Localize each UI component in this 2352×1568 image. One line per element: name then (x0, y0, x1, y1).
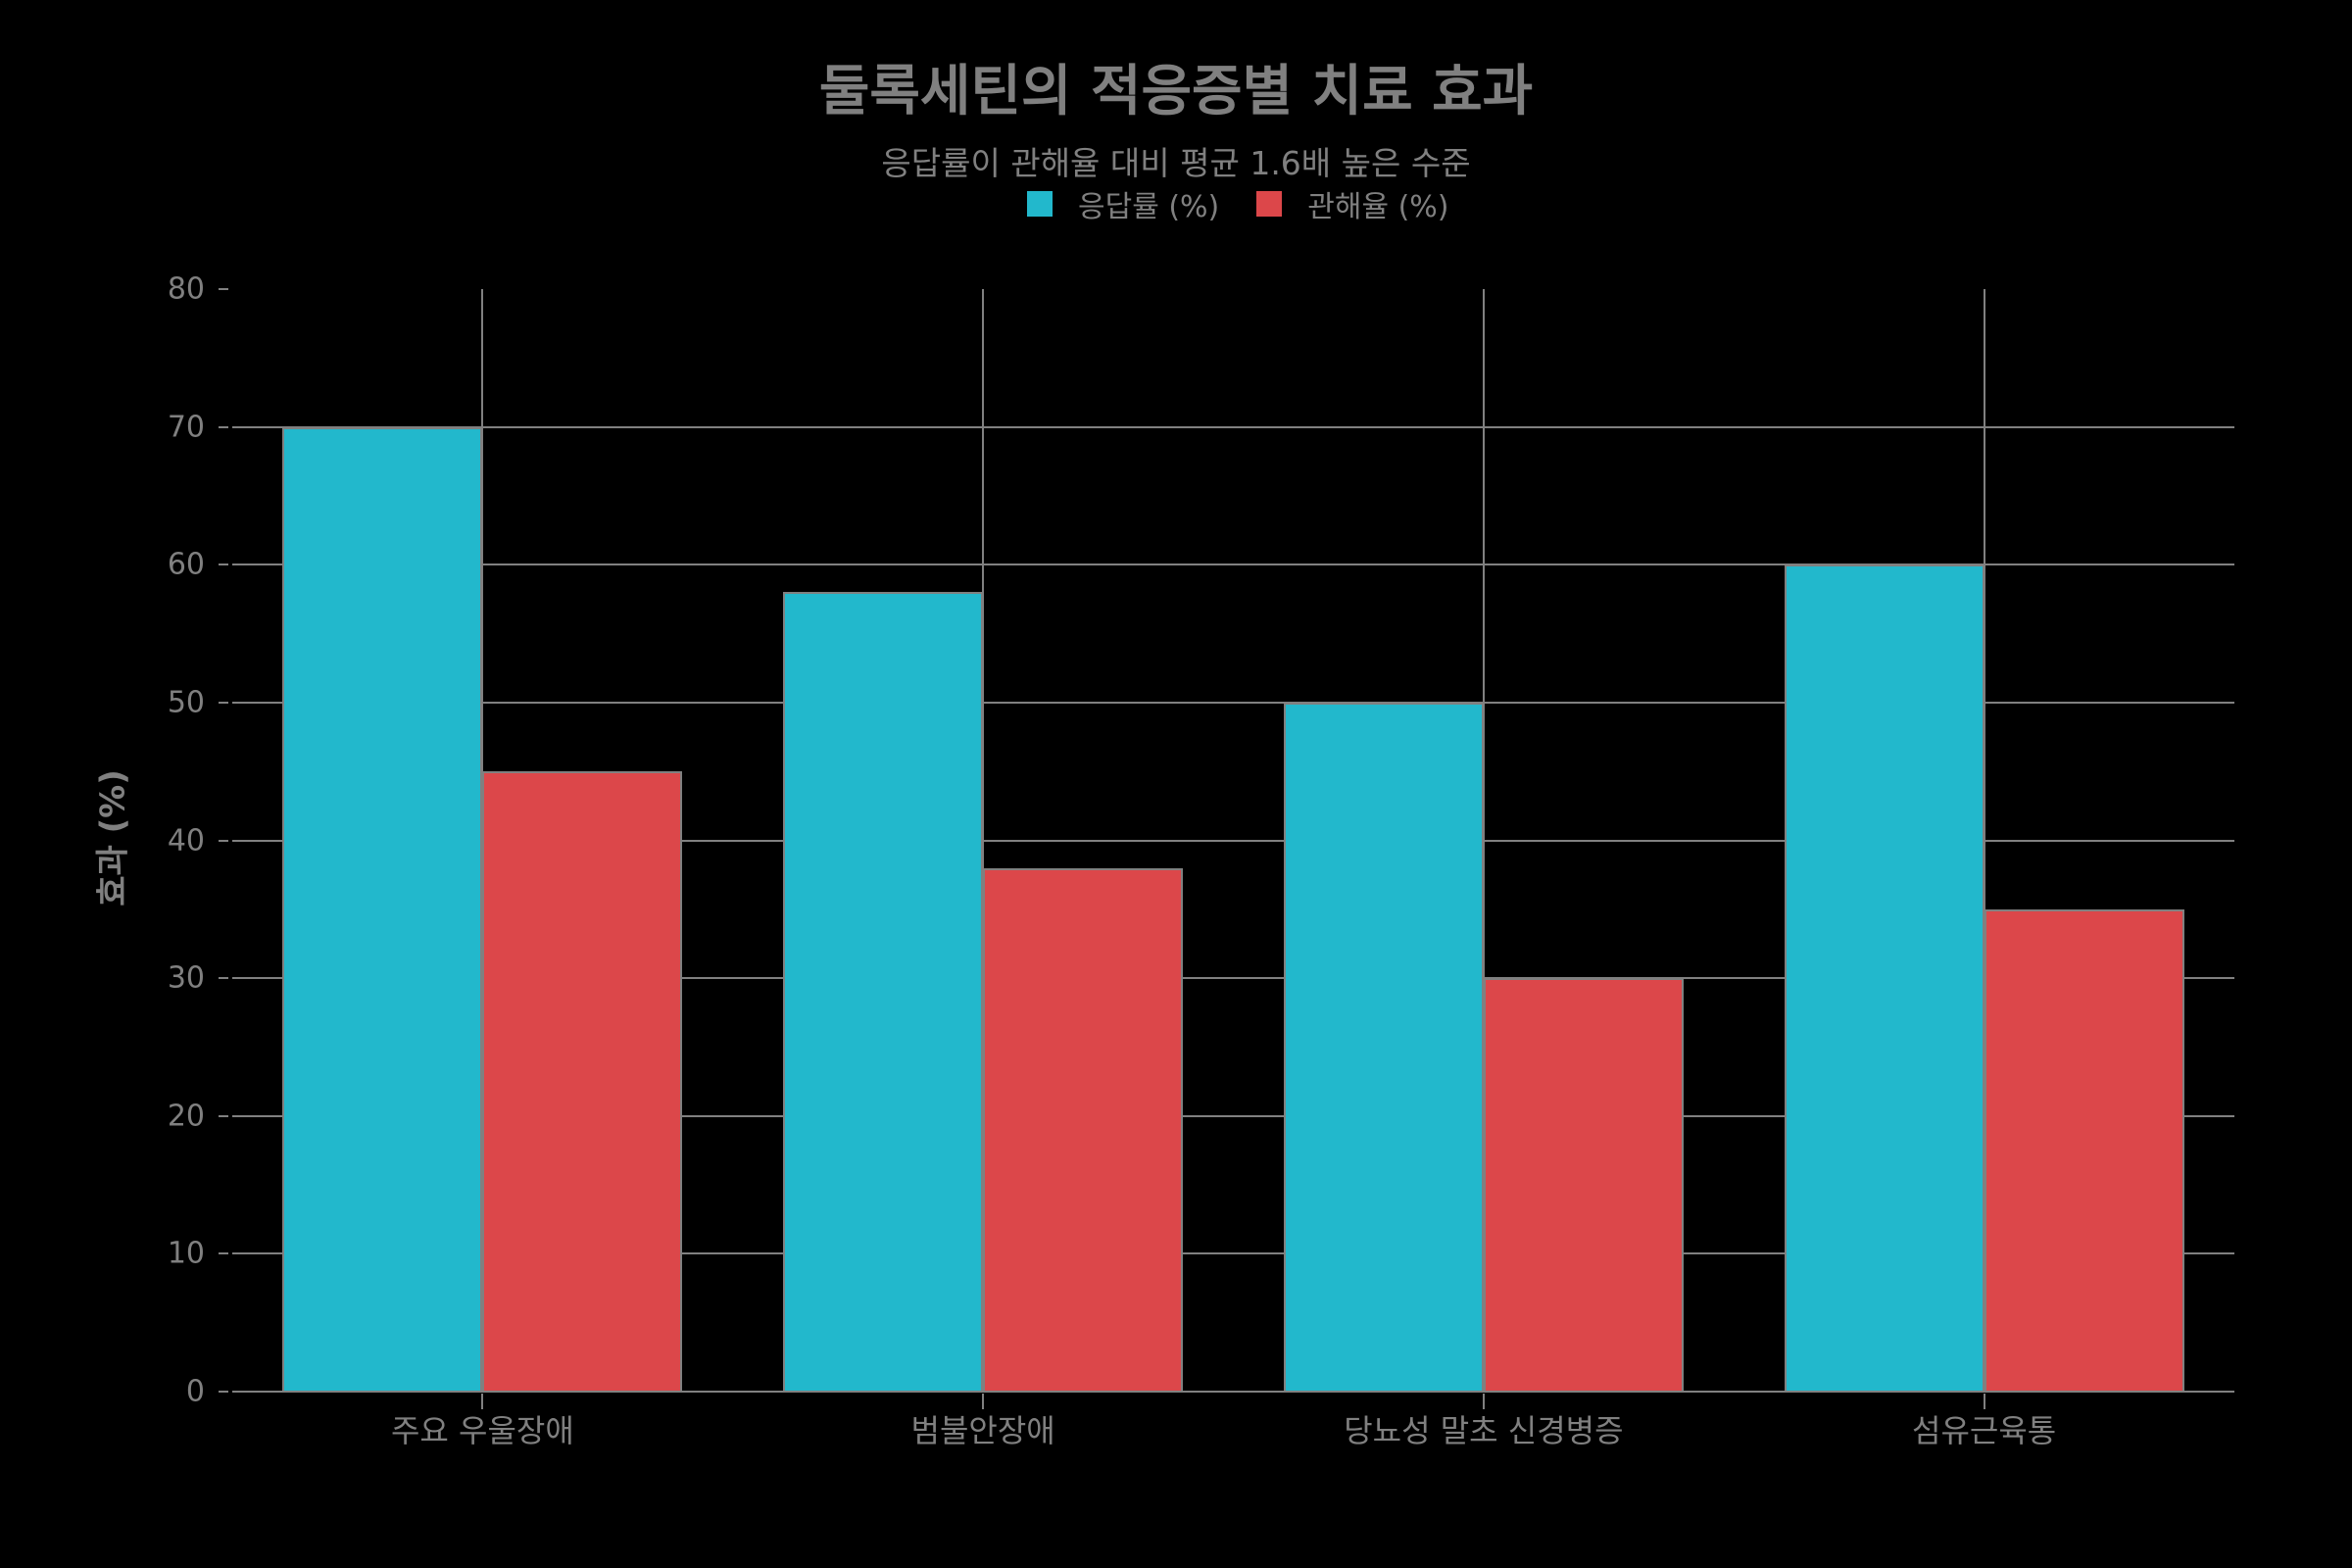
legend-item-remission[interactable]: 관해율 (%) (1256, 182, 1449, 225)
gridline (232, 1252, 2234, 1255)
x-tick-label: 범불안장애 (910, 1412, 1055, 1449)
legend-item-response[interactable]: 응답률 (%) (1027, 182, 1219, 225)
gridline-vertical (1983, 289, 1985, 1392)
y-tick-mark (219, 564, 228, 566)
gridline (232, 564, 2234, 566)
x-tick-label: 섬유근육통 (1912, 1412, 2057, 1449)
plot-area: 0 10 20 30 40 50 60 70 80 주요 우울장애 범불안장애 당뇨성 말초 신경병증… (168, 272, 2234, 1449)
y-tick-mark (219, 288, 228, 290)
x-tick-mark (481, 1394, 484, 1409)
bar-remission-0[interactable] (482, 771, 683, 1392)
bar-response-3[interactable] (1784, 564, 1984, 1392)
bar-remission-1[interactable] (983, 867, 1184, 1392)
y-tick-label: 10 (167, 1236, 205, 1271)
x-tick-mark (1983, 1394, 1985, 1409)
gridline (232, 425, 2234, 428)
y-tick-label: 0 (185, 1374, 205, 1409)
bar-response-0[interactable] (282, 426, 483, 1392)
gridline-vertical (982, 289, 985, 1392)
y-tick-label: 60 (167, 547, 205, 582)
chart-title: 둘록세틴의 적응증별 치료 효과 (818, 60, 1534, 123)
legend-label: 관해율 (%) (1307, 190, 1449, 224)
y-tick-label: 80 (167, 271, 205, 307)
bar-response-1[interactable] (783, 592, 984, 1392)
legend-swatch-icon (1256, 191, 1283, 217)
y-tick-mark (219, 701, 228, 704)
y-tick-label: 50 (167, 685, 205, 720)
y-tick-mark (219, 1114, 228, 1117)
x-axis-line (232, 1391, 2234, 1393)
gridline (232, 977, 2234, 980)
y-tick-label: 30 (167, 960, 205, 996)
x-tick-mark (982, 1394, 985, 1409)
gridline-vertical (1482, 289, 1485, 1392)
bar-remission-2[interactable] (1483, 978, 1684, 1392)
y-tick-mark (219, 977, 228, 980)
y-tick-mark (219, 1252, 228, 1255)
gridline (232, 1114, 2234, 1117)
y-tick-label: 40 (167, 823, 205, 858)
y-tick-label: 70 (167, 410, 205, 445)
y-tick-label: 20 (167, 1099, 205, 1134)
legend: 응답률 (%) 관해율 (%) (1027, 182, 1487, 225)
y-tick-mark (219, 425, 228, 428)
gridline (232, 839, 2234, 842)
x-tick-label: 당뇨성 말초 신경병증 (1344, 1412, 1624, 1449)
bar-response-2[interactable] (1283, 702, 1484, 1392)
chart-subtitle: 응답률이 관해율 대비 평균 1.6배 높은 수준 (881, 144, 1471, 182)
x-tick-mark (1482, 1394, 1485, 1409)
y-axis-label: 효과 (%) (93, 769, 133, 906)
legend-swatch-icon (1027, 191, 1053, 217)
x-tick-label: 주요 우울장애 (390, 1412, 574, 1449)
bar-remission-3[interactable] (1984, 908, 2184, 1392)
gridline (232, 701, 2234, 704)
legend-label: 응답률 (%) (1078, 190, 1220, 224)
y-tick-mark (219, 1391, 228, 1393)
y-tick-mark (219, 839, 228, 842)
